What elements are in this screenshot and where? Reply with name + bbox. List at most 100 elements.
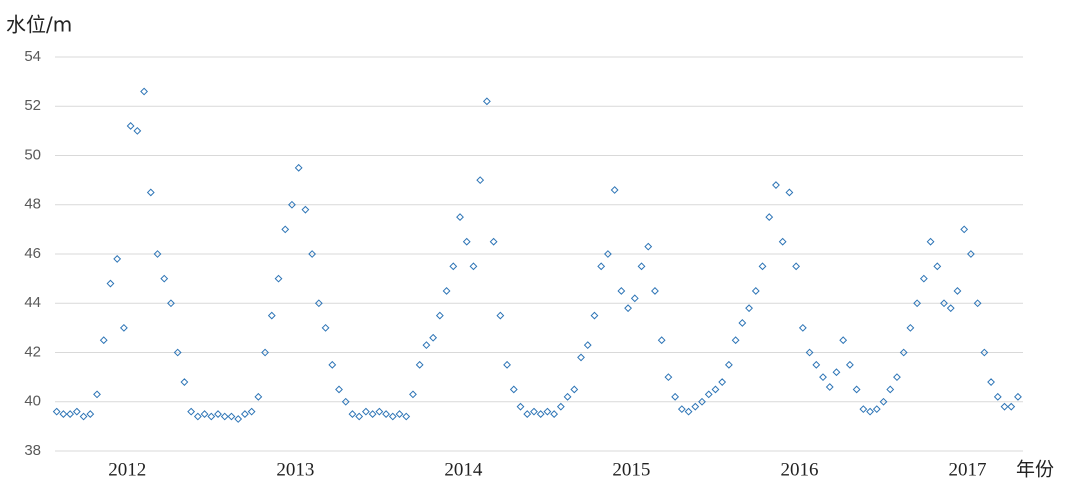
point [960, 225, 969, 234]
point [261, 348, 269, 357]
point [462, 237, 471, 246]
point [677, 405, 686, 414]
point [879, 397, 888, 406]
point [200, 410, 209, 418]
point [368, 410, 377, 418]
point [852, 385, 861, 394]
point [617, 287, 626, 295]
point [671, 392, 680, 401]
point [872, 405, 881, 414]
x-tick-label: 2017 [949, 459, 987, 480]
point [758, 262, 767, 271]
point [973, 299, 982, 308]
point [792, 262, 801, 271]
point [926, 237, 935, 246]
x-tick-label: 2012 [108, 459, 146, 480]
x-tick-label: 2016 [780, 459, 818, 480]
point [1014, 392, 1022, 401]
point [422, 341, 431, 350]
point [946, 304, 955, 313]
x-tick-label: 2013 [276, 459, 314, 480]
point [765, 213, 774, 221]
point [456, 213, 464, 221]
point [556, 402, 565, 411]
point [1000, 402, 1009, 411]
point [906, 323, 915, 332]
y-tick-label: 54 [24, 48, 41, 65]
point [503, 360, 511, 369]
y-tick-label: 48 [24, 196, 41, 213]
point [348, 410, 357, 418]
point [335, 385, 343, 394]
point [160, 274, 169, 283]
point [785, 188, 794, 197]
point [496, 311, 505, 320]
y-tick-label: 46 [24, 245, 41, 262]
point [530, 407, 538, 416]
point [234, 415, 243, 423]
point [153, 250, 162, 258]
y-tick-label: 44 [24, 294, 41, 311]
point [832, 368, 841, 377]
point [274, 274, 283, 283]
y-tick-label: 50 [24, 146, 41, 163]
point [113, 255, 122, 263]
point [543, 407, 552, 416]
point [294, 163, 303, 172]
point [133, 126, 142, 135]
point [751, 287, 760, 295]
point [913, 299, 922, 308]
x-axis-label: 年份 [1016, 459, 1054, 481]
point [99, 336, 108, 345]
point [718, 378, 727, 386]
point [711, 385, 720, 394]
point [449, 262, 458, 271]
point [173, 348, 182, 357]
point [146, 188, 155, 197]
point [698, 397, 706, 406]
point [899, 348, 908, 357]
x-tick-label: 2015 [612, 459, 650, 480]
point [704, 390, 713, 399]
point [301, 205, 310, 214]
point [805, 348, 814, 357]
point [859, 405, 868, 414]
point [684, 407, 693, 416]
point [778, 237, 787, 246]
point [651, 287, 659, 295]
point [839, 336, 848, 345]
point [577, 353, 585, 362]
point [187, 407, 196, 416]
point [388, 412, 397, 421]
point [966, 250, 975, 258]
point [59, 410, 68, 418]
point [214, 410, 222, 418]
point [341, 397, 350, 406]
point [321, 323, 330, 332]
point [624, 304, 632, 313]
point [93, 390, 101, 399]
point [308, 250, 317, 258]
point [469, 262, 478, 271]
point [563, 392, 572, 401]
point [1007, 402, 1016, 411]
point [167, 299, 175, 308]
point [825, 383, 834, 391]
point [119, 323, 128, 332]
y-tick-label: 52 [24, 97, 41, 114]
point [361, 407, 370, 416]
point [731, 336, 740, 345]
point [375, 407, 384, 416]
point [409, 390, 417, 399]
point [288, 200, 296, 209]
point [247, 407, 256, 416]
point [267, 311, 276, 320]
point [644, 242, 653, 251]
point [52, 407, 61, 416]
point [866, 407, 874, 416]
point [745, 304, 753, 313]
point [664, 373, 673, 382]
point [140, 87, 148, 96]
point [772, 181, 780, 189]
point [442, 287, 451, 295]
